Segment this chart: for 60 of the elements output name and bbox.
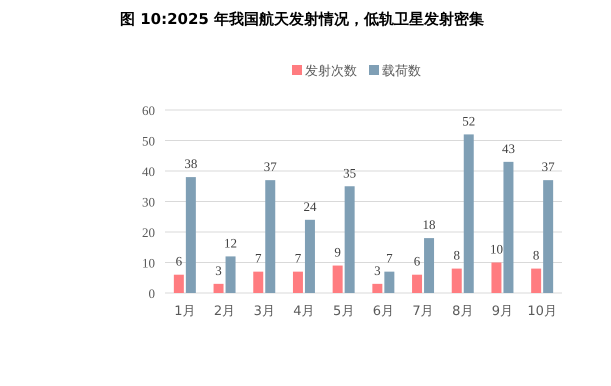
data-label: 7 xyxy=(294,250,302,266)
bar xyxy=(503,162,514,293)
bar xyxy=(304,220,315,293)
data-label: 3 xyxy=(374,262,381,278)
data-label: 37 xyxy=(542,159,556,174)
data-label: 52 xyxy=(462,113,476,128)
data-label: 43 xyxy=(502,140,515,156)
data-label: 37 xyxy=(264,159,278,174)
legend-label: 载荷数 xyxy=(382,64,421,79)
chart-title: 图 10:2025 年我国航天发射情况，低轨卫星发射密集 xyxy=(120,10,484,28)
data-label: 8 xyxy=(454,248,460,263)
x-tick-label: 7月 xyxy=(412,304,434,319)
bar xyxy=(292,272,303,293)
x-tick-label: 2月 xyxy=(214,304,236,319)
bar xyxy=(344,186,355,293)
y-tick-label: 50 xyxy=(142,134,155,148)
data-label: 3 xyxy=(215,262,222,278)
data-label: 12 xyxy=(224,235,238,250)
y-tick-label: 60 xyxy=(142,103,155,118)
data-label: 8 xyxy=(532,248,540,263)
x-tick-label: 6月 xyxy=(372,304,394,319)
y-tick-label: 0 xyxy=(148,286,155,301)
data-label: 10 xyxy=(490,242,503,256)
x-tick-label: 3月 xyxy=(254,304,275,319)
x-tick-label: 9月 xyxy=(492,304,514,319)
bar xyxy=(265,180,276,293)
x-tick-label: 5月 xyxy=(333,304,354,319)
y-tick-label: 20 xyxy=(142,225,155,240)
y-tick-label: 40 xyxy=(142,164,155,179)
bar xyxy=(424,238,434,293)
data-label: 6 xyxy=(176,254,183,269)
data-label: 6 xyxy=(414,254,421,269)
bar xyxy=(543,180,554,293)
x-tick-label: 4月 xyxy=(293,304,315,319)
data-label: 9 xyxy=(334,244,341,260)
y-tick-label: 10 xyxy=(142,256,155,270)
data-label: 38 xyxy=(184,156,198,172)
bar xyxy=(464,134,474,293)
x-tick-label: 10月 xyxy=(527,304,557,319)
bar xyxy=(491,262,502,293)
data-label: 7 xyxy=(255,250,262,266)
bar xyxy=(412,274,422,293)
bar xyxy=(372,284,382,293)
x-tick-label: 8月 xyxy=(452,304,474,319)
bar xyxy=(384,272,394,293)
data-label: 7 xyxy=(386,250,394,266)
bar xyxy=(452,268,462,293)
legend-label: 发射次数 xyxy=(305,64,357,79)
bar xyxy=(214,284,224,293)
data-label: 24 xyxy=(303,198,317,214)
data-label: 35 xyxy=(343,165,356,180)
bar xyxy=(531,268,542,293)
bar xyxy=(226,256,236,293)
y-tick-label: 30 xyxy=(142,194,155,210)
bar xyxy=(253,272,264,293)
bar xyxy=(186,177,196,293)
bar xyxy=(174,274,184,293)
data-label: 18 xyxy=(422,217,436,232)
x-tick-label: 1月 xyxy=(174,304,196,319)
bar xyxy=(332,266,343,293)
